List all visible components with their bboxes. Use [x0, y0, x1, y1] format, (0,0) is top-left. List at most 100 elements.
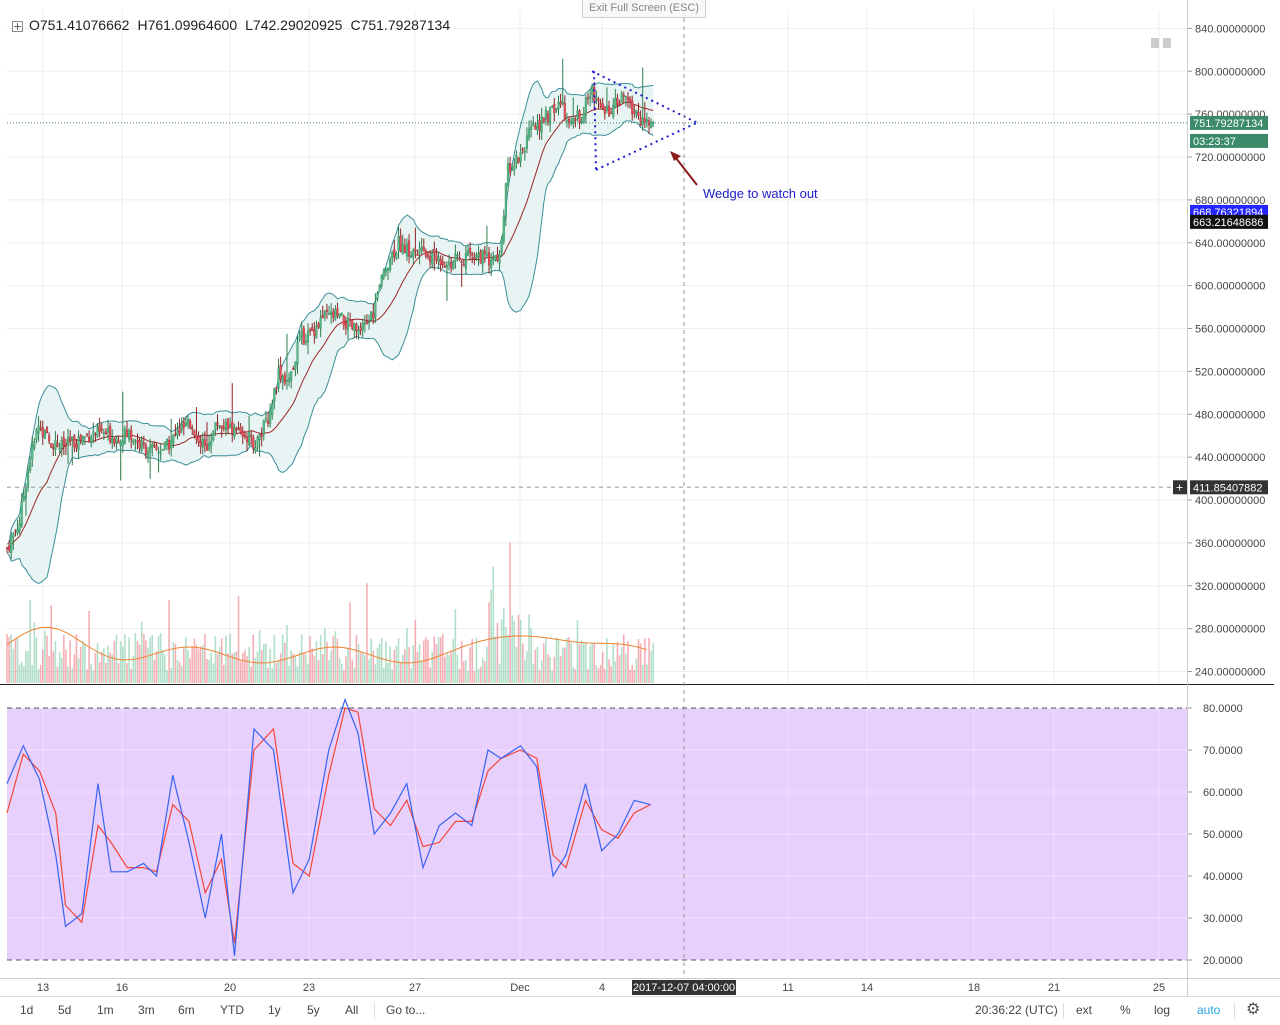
candle	[405, 243, 408, 257]
ohlc-low-label: L	[245, 17, 253, 33]
volume-bar	[23, 665, 25, 683]
range-1d-button[interactable]: 1d	[20, 1003, 34, 1017]
volume-bar	[303, 653, 305, 683]
utc-clock[interactable]: 20:36:22 (UTC)	[975, 1003, 1058, 1017]
candle	[94, 434, 97, 436]
range-6m-button[interactable]: 6m	[178, 1003, 195, 1017]
candle	[134, 442, 137, 444]
candle	[591, 86, 594, 96]
candle	[281, 376, 284, 382]
candle	[336, 308, 339, 316]
maximize-icon[interactable]	[1163, 38, 1171, 48]
candle	[205, 444, 209, 451]
candle	[534, 126, 537, 130]
range-3m-button[interactable]: 3m	[138, 1003, 155, 1017]
volume-bar	[526, 651, 528, 683]
volume-bar	[67, 666, 69, 683]
range-ytd-button[interactable]: YTD	[220, 1003, 244, 1017]
volume-bar	[576, 620, 579, 683]
ohlc-close-label: C	[350, 17, 361, 33]
candle	[229, 424, 232, 428]
candle	[296, 341, 299, 365]
candle	[334, 309, 337, 320]
candle	[279, 364, 282, 380]
candle	[168, 440, 171, 450]
pane-controls[interactable]	[1151, 35, 1183, 48]
price-tick-label: 240.00000000	[1195, 667, 1265, 679]
candle	[380, 274, 383, 286]
volume-bar	[578, 644, 581, 683]
candle	[315, 326, 318, 339]
volume-bar	[505, 627, 507, 683]
exit-fullscreen-button[interactable]: Exit Full Screen (ESC)	[582, 0, 706, 18]
gear-icon[interactable]: ⚙	[1246, 1001, 1261, 1018]
log-button[interactable]: log	[1154, 1003, 1171, 1017]
candle	[519, 152, 522, 162]
candle	[56, 442, 59, 447]
volume-bar	[496, 622, 499, 683]
volume-bar	[494, 636, 497, 683]
candle	[226, 419, 230, 430]
ext-button[interactable]: ext	[1076, 1003, 1093, 1017]
price-tick-label: 720.00000000	[1195, 152, 1265, 164]
candle	[603, 106, 606, 114]
volume-bar	[481, 657, 484, 683]
range-all-button[interactable]: All	[345, 1003, 359, 1017]
volume-bar	[164, 654, 166, 683]
minimize-icon[interactable]	[1151, 38, 1159, 48]
volume-bar	[593, 643, 596, 683]
wedge-left-line	[593, 71, 597, 170]
candle	[477, 253, 480, 258]
stoch-band	[7, 708, 1187, 960]
time-tick-label: 25	[1153, 982, 1165, 994]
candle	[631, 100, 634, 114]
volume-bar	[433, 636, 436, 683]
candle	[60, 440, 63, 449]
candle	[447, 261, 451, 265]
candle	[580, 120, 583, 123]
candle	[258, 434, 261, 440]
candle	[551, 105, 554, 108]
volume-bar	[6, 634, 8, 683]
volume-bar	[288, 665, 290, 683]
candle	[144, 444, 147, 455]
volume-bar	[96, 643, 99, 683]
volume-bar	[256, 651, 259, 683]
volume-bar	[622, 634, 625, 683]
candle	[530, 127, 533, 130]
candle	[170, 439, 173, 449]
volume-bar	[307, 663, 309, 683]
volume-bar	[37, 668, 40, 683]
candle	[136, 439, 139, 443]
crosshair-time-bg	[632, 980, 736, 995]
auto-button[interactable]: auto	[1197, 1003, 1221, 1017]
candle	[386, 267, 390, 271]
time-tick-label: 16	[116, 982, 128, 994]
volume-bar	[273, 635, 276, 683]
volume-bar	[646, 664, 648, 683]
volume-bar	[574, 669, 577, 683]
range-5y-button[interactable]: 5y	[307, 1003, 320, 1017]
candle	[39, 428, 42, 430]
candle	[576, 110, 579, 119]
range-1y-button[interactable]: 1y	[268, 1003, 281, 1017]
price-chart[interactable]: Wedge to watch out 840.00000000 800.000000…	[0, 0, 1280, 996]
range-1m-button[interactable]: 1m	[97, 1003, 114, 1017]
goto-button[interactable]: Go to...	[386, 1003, 426, 1017]
volume-bar	[117, 662, 120, 683]
candle	[431, 252, 434, 265]
expand-icon[interactable]	[12, 20, 23, 32]
candle	[22, 495, 25, 501]
volume-bar	[372, 650, 375, 683]
percent-button[interactable]: %	[1120, 1003, 1131, 1017]
volume-bar	[277, 659, 280, 683]
volume-bar	[608, 659, 610, 683]
candle	[111, 438, 114, 444]
range-5d-button[interactable]: 5d	[58, 1003, 72, 1017]
stoch-tick-label: 50.0000	[1203, 829, 1243, 841]
volume-bar	[374, 664, 377, 683]
candle	[157, 451, 160, 453]
volume-bar	[109, 652, 111, 683]
candle	[45, 427, 49, 434]
candle	[357, 329, 360, 335]
